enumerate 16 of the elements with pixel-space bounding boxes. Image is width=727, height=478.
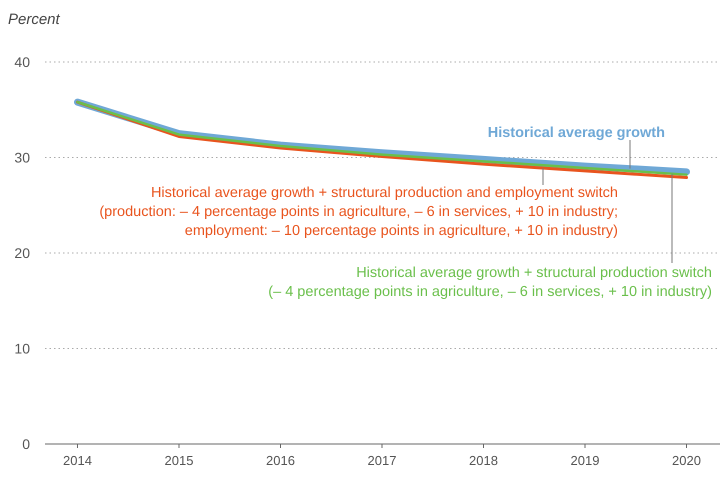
series-label: Historical average growth [488,125,665,141]
x-tick-label: 2014 [63,453,92,468]
x-tick-label: 2019 [570,453,600,468]
y-tick-label: 30 [14,149,30,166]
y-tick-label: 10 [14,340,30,356]
text: Historical average growth + structural production switch (– 4 percentage points in agriculture, – 6 in services, + 10 in industry) [268,265,712,300]
x-tick-label: 2016 [266,453,295,468]
series-label: Historical average growth + structural production and employment switch (production: – 4 percentage points in agriculture, – 6 in services, + 10 in industry; employment: – 10 percentage points in agriculture, + 10 in industry) [99,185,618,239]
x-tick-label: 2017 [368,453,396,468]
y-tick-label: 20 [14,244,30,261]
y-tick-label: 40 [14,54,30,70]
y-tick-label: 0 [22,436,30,452]
x-tick-label: 2018 [469,453,498,468]
x-tick-label: 2015 [164,453,194,468]
y-axis-title: Percent [8,11,61,28]
x-tick-label: 2020 [672,453,701,468]
